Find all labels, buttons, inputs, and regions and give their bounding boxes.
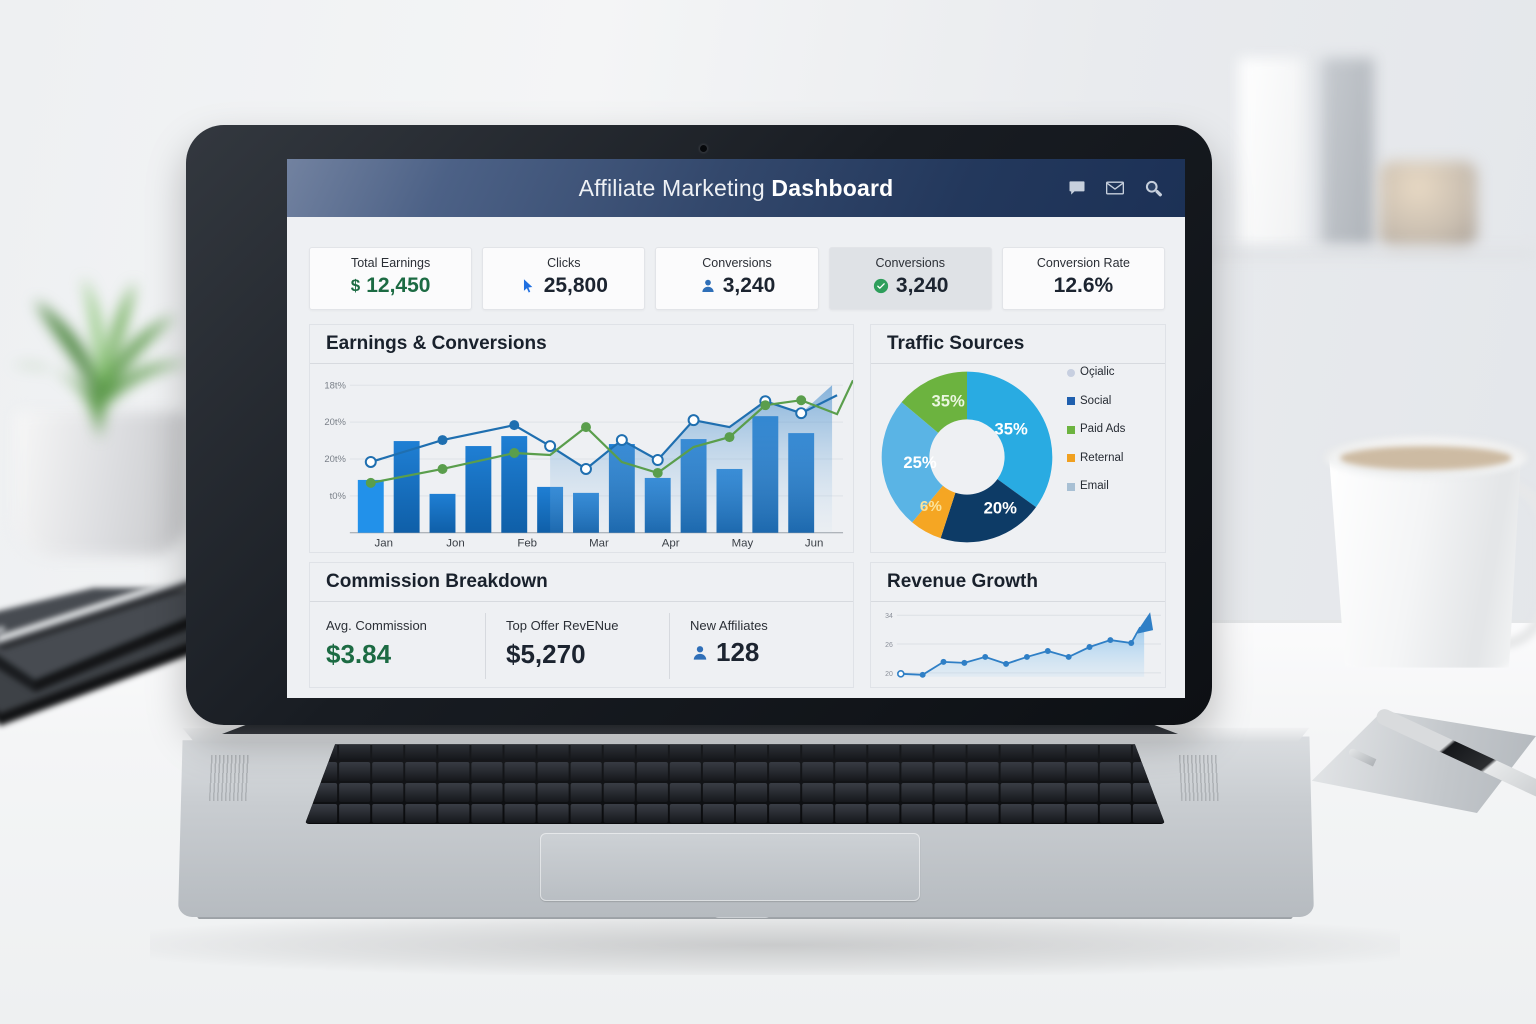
svg-text:34: 34: [885, 613, 893, 620]
svg-text:May: May: [732, 538, 754, 550]
svg-text:35%: 35%: [932, 391, 965, 410]
svg-text:20: 20: [885, 671, 893, 678]
svg-text:18t%: 18t%: [324, 380, 346, 391]
svg-text:Feb: Feb: [517, 538, 537, 550]
svg-text:Jan: Jan: [375, 538, 393, 550]
svg-text:20t%: 20t%: [324, 417, 346, 428]
svg-text:Apr: Apr: [662, 538, 680, 550]
svg-text:Jon: Jon: [446, 538, 464, 550]
svg-text:26: 26: [885, 642, 893, 649]
svg-text:35%: 35%: [994, 420, 1027, 439]
svg-text:Mar: Mar: [589, 538, 609, 550]
svg-text:Jun: Jun: [805, 538, 823, 550]
svg-text:20t%: 20t%: [324, 454, 346, 465]
svg-text:6%: 6%: [920, 498, 942, 515]
svg-text:20%: 20%: [984, 498, 1017, 517]
svg-text:t0%: t0%: [330, 491, 347, 502]
svg-text:25%: 25%: [903, 453, 936, 472]
